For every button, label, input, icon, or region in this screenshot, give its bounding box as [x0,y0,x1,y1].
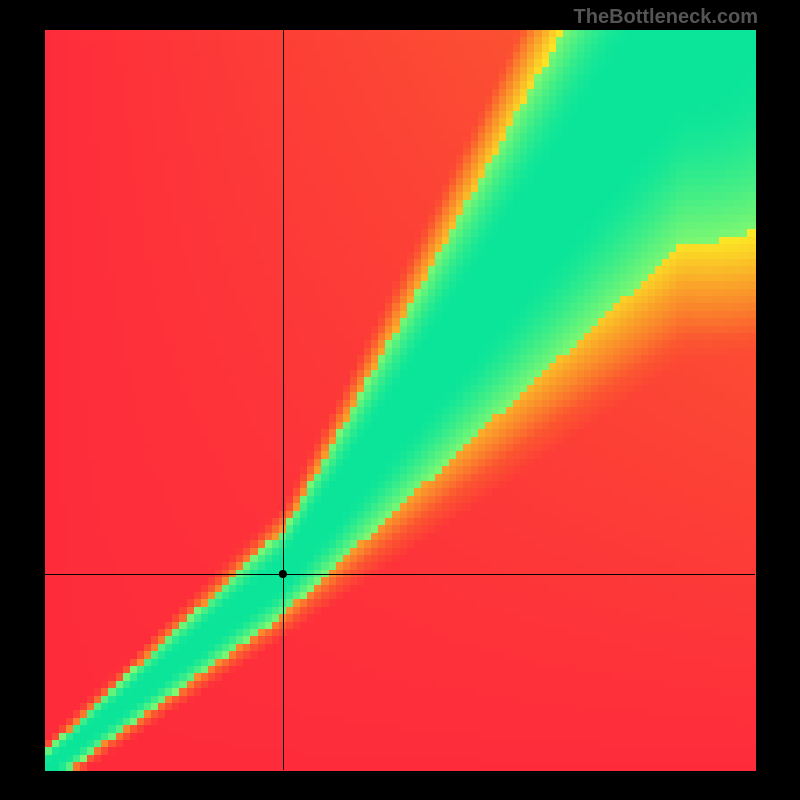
watermark-text: TheBottleneck.com [574,6,758,29]
bottleneck-heatmap [0,0,800,800]
root-container: TheBottleneck.com [0,0,800,800]
